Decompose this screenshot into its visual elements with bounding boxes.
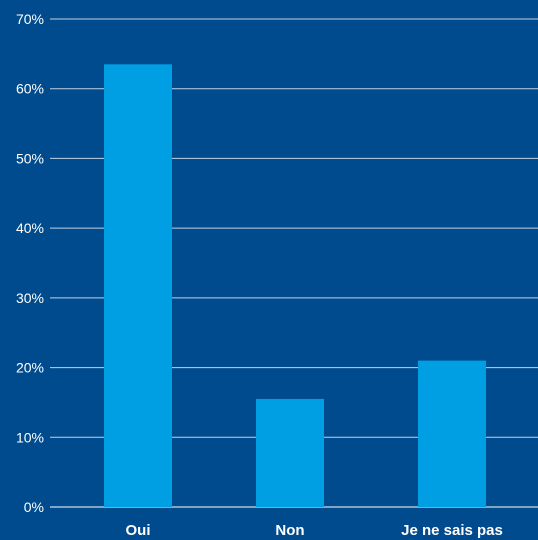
y-tick-label: 20% (16, 360, 44, 376)
bar-je-ne-sais-pas (418, 360, 486, 507)
y-tick-label: 50% (16, 150, 44, 166)
bar-oui (104, 64, 172, 508)
category-label: Oui (126, 522, 151, 539)
y-tick-label: 60% (16, 81, 44, 97)
y-tick-label: 70% (16, 11, 44, 27)
y-tick-label: 10% (16, 429, 44, 445)
y-tick-label: 0% (24, 499, 44, 515)
y-tick-label: 40% (16, 220, 44, 236)
bars (104, 64, 486, 508)
bar-non (256, 398, 324, 507)
category-label: Je ne sais pas (401, 522, 503, 539)
x-axis-category-labels: Oui Non Je ne sais pas (126, 522, 503, 539)
y-axis-tick-labels: 0% 10% 20% 30% 40% 50% 60% 70% (16, 11, 44, 515)
y-tick-label: 30% (16, 290, 44, 306)
category-label: Non (275, 522, 304, 539)
